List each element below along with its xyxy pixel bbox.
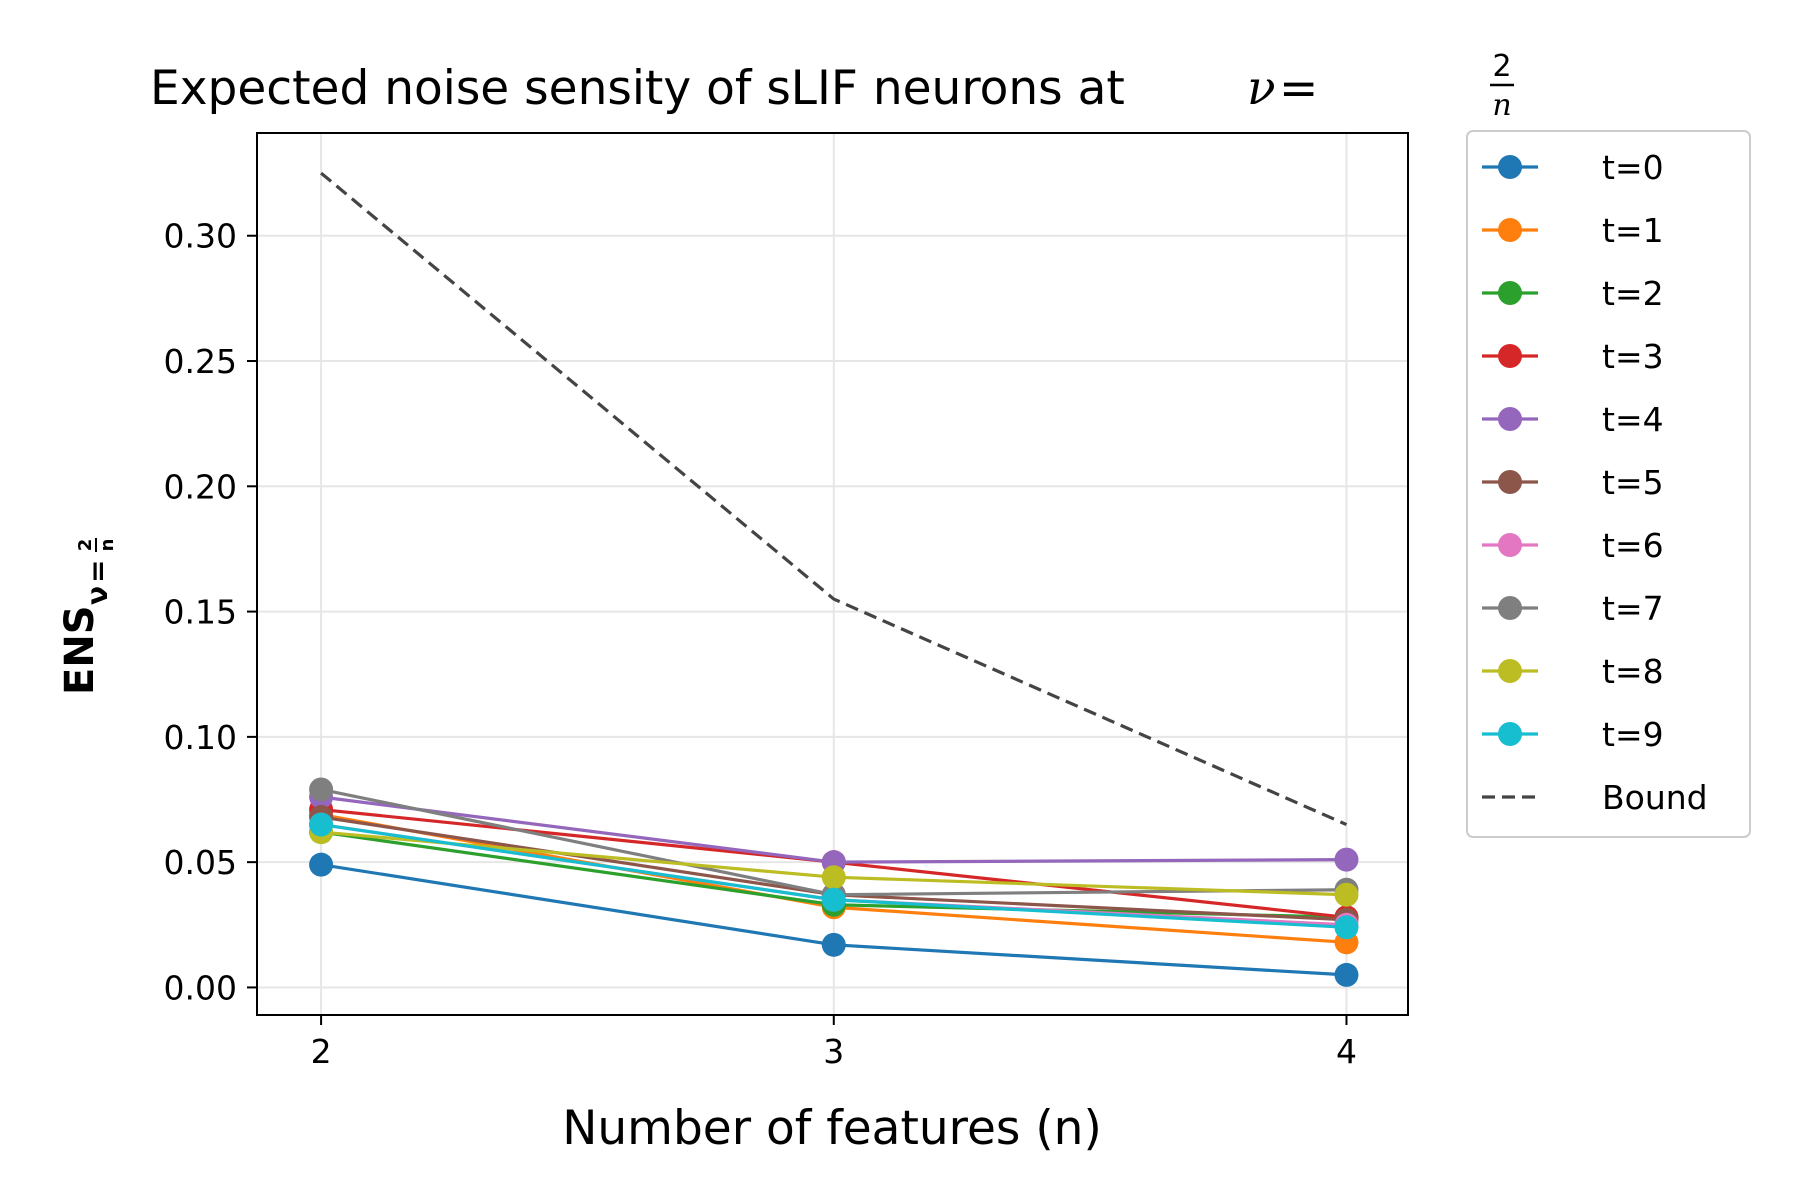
y-axis-label: ENS ν = 2 n (57, 538, 118, 695)
chart-title-nu: ν (1247, 61, 1276, 116)
y-axis-label-nu: ν (81, 586, 114, 605)
legend-entry: t=1 (1482, 211, 1664, 250)
x-tick-label: 3 (823, 1032, 844, 1071)
y-axis-ticks: 0.00 0.05 0.10 0.15 0.20 0.25 0.30 (164, 217, 257, 1007)
chart-title-prefix: Expected noise sensity of sLIF neurons a… (150, 61, 1125, 116)
series-bound (320, 171, 1348, 827)
legend-label: t=8 (1602, 652, 1664, 691)
data-point (309, 777, 334, 802)
y-axis-label-num: 2 (75, 539, 96, 552)
series-t9 (309, 812, 1359, 940)
legend-label: t=9 (1602, 715, 1664, 754)
y-tick-label: 0.25 (164, 342, 237, 381)
legend-label: t=7 (1602, 589, 1664, 628)
legend-entry: t=7 (1482, 589, 1664, 628)
series-layer (309, 171, 1359, 987)
y-axis-label-eq: = (81, 560, 114, 583)
legend-entry: t=5 (1482, 463, 1664, 502)
data-point (1334, 915, 1359, 940)
y-tick-label: 0.30 (164, 217, 237, 256)
legend-label: t=2 (1602, 274, 1664, 313)
x-axis-ticks: 2 3 4 (311, 1015, 1357, 1071)
legend-marker (1498, 596, 1522, 620)
legend-label: t=6 (1602, 526, 1664, 565)
legend-label: t=0 (1602, 148, 1664, 187)
data-point (1334, 882, 1359, 907)
legend-entry: Bound (1482, 778, 1708, 817)
legend-label: t=5 (1602, 463, 1664, 502)
data-point (309, 852, 334, 877)
plot-frame (256, 132, 1409, 1016)
data-point (309, 812, 334, 837)
legend-label: t=4 (1602, 400, 1664, 439)
data-point (821, 865, 846, 890)
y-tick-label: 0.00 (164, 968, 237, 1007)
legend-items: t=0 t=1 t=2 t=3 t=4 t=5 t=6 t=7 t=8 t=9 Bound (1482, 148, 1708, 817)
data-point (821, 887, 846, 912)
legend-marker (1498, 470, 1522, 494)
legend-entry: t=3 (1482, 337, 1664, 376)
y-tick-label: 0.15 (164, 593, 237, 632)
legend-entry: t=2 (1482, 274, 1664, 313)
chart-title-eq: = (1279, 61, 1318, 116)
series-line (320, 171, 1348, 827)
y-tick-label: 0.05 (164, 843, 237, 882)
legend-entry: t=6 (1482, 526, 1664, 565)
legend-frame (1466, 130, 1751, 838)
legend-marker (1498, 155, 1522, 179)
legend-marker (1498, 407, 1522, 431)
legend-label: t=3 (1602, 337, 1664, 376)
legend-entry: t=0 (1482, 148, 1664, 187)
y-tick-label: 0.20 (164, 467, 237, 506)
legend: t=0 t=1 t=2 t=3 t=4 t=5 t=6 t=7 t=8 t=9 Bound (1466, 130, 1751, 838)
legend-entry: t=4 (1482, 400, 1664, 439)
legend-label: t=1 (1602, 211, 1664, 250)
x-tick-label: 4 (1336, 1032, 1357, 1071)
legend-marker (1498, 218, 1522, 242)
legend-marker (1498, 533, 1522, 557)
legend-entry: t=8 (1482, 652, 1664, 691)
series-t0 (309, 852, 1359, 987)
y-axis-label-den: n (97, 539, 118, 552)
y-axis-label-main: ENS (57, 605, 103, 695)
y-tick-label: 0.10 (164, 718, 237, 757)
chart-title: Expected noise sensity of sLIF neurons a… (150, 49, 1514, 123)
legend-entry: t=9 (1482, 715, 1664, 754)
x-axis-label: Number of features (n) (562, 1101, 1102, 1156)
data-point (821, 932, 846, 957)
chart-title-frac-num: 2 (1492, 49, 1511, 84)
legend-marker (1498, 281, 1522, 305)
data-point (1334, 962, 1359, 987)
x-tick-label: 2 (311, 1032, 332, 1071)
chart-title-frac-den: n (1492, 88, 1511, 123)
legend-marker (1498, 344, 1522, 368)
data-point (1334, 847, 1359, 872)
legend-label: Bound (1602, 778, 1708, 817)
legend-marker (1498, 659, 1522, 683)
legend-marker (1498, 722, 1522, 746)
